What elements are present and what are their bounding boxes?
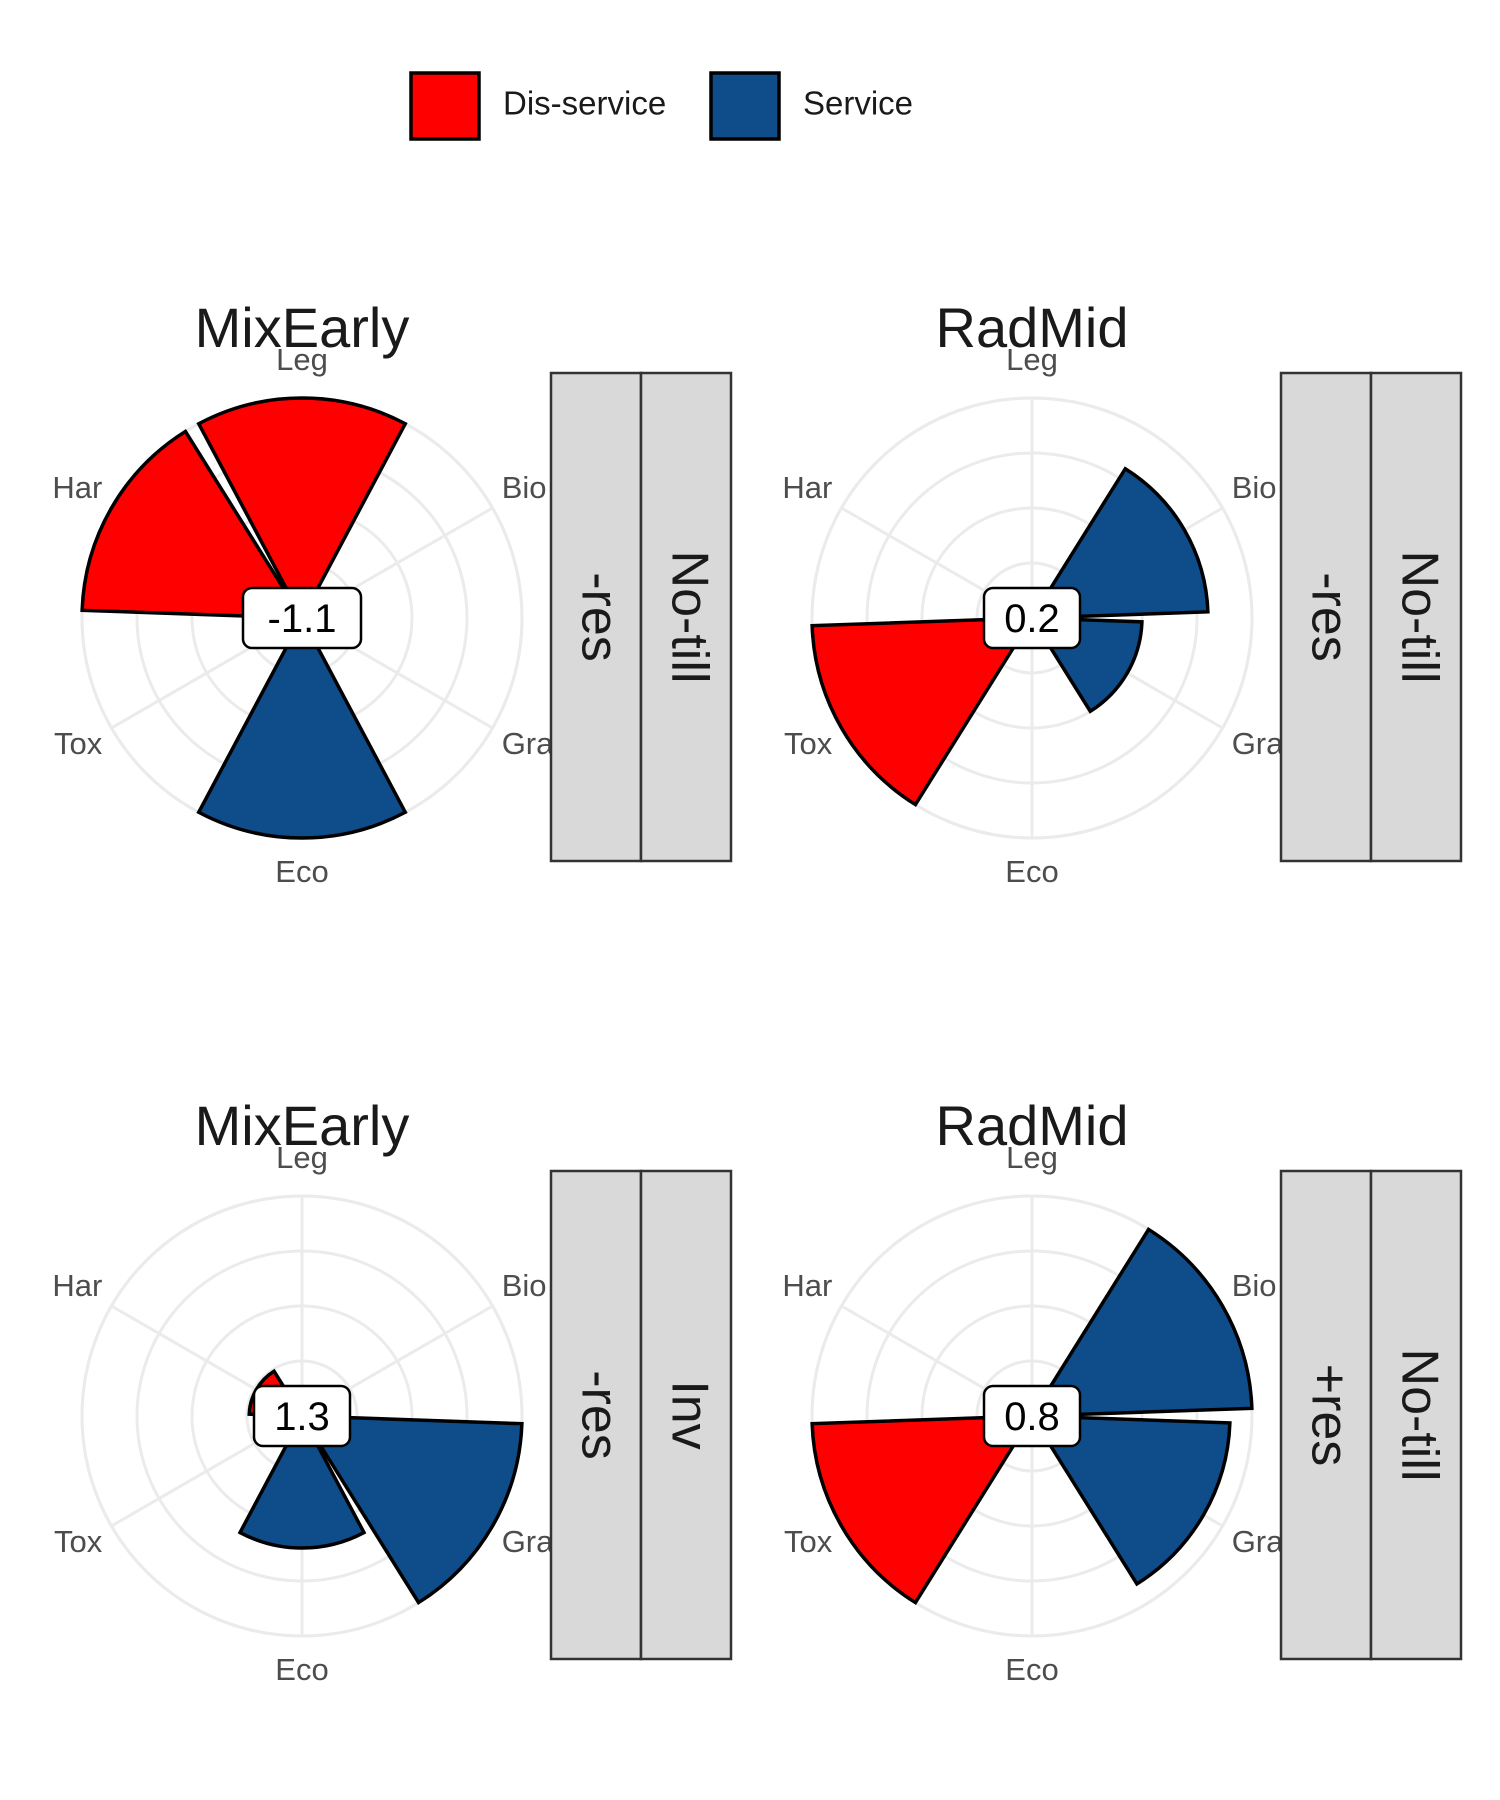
wedge-tox: [810, 616, 1036, 807]
facet-strip-label: No-till: [1390, 551, 1448, 684]
facet-strip: [639, 1169, 733, 1661]
panel-title: MixEarly: [195, 1094, 410, 1157]
axis-label-bio: Bio: [502, 470, 547, 505]
panel-title: MixEarly: [195, 296, 410, 359]
wedge-leg: [196, 396, 408, 622]
facet-strip-label: -res: [570, 572, 628, 662]
axis-label-eco: Eco: [275, 1652, 328, 1687]
axis-label-eco: Eco: [1005, 854, 1058, 889]
center-value-box: [982, 586, 1082, 650]
wedge-eco: [237, 1412, 367, 1550]
wedge-gra: [298, 1414, 524, 1605]
facet-strip: [1279, 371, 1373, 863]
facet-strip: [639, 371, 733, 863]
axis-label-bio: Bio: [502, 1268, 547, 1303]
legend-swatch-dis-service: [409, 71, 481, 141]
axis-label-har: Har: [52, 470, 102, 505]
axis-label-bio: Bio: [1232, 470, 1277, 505]
panel-title: RadMid: [936, 296, 1129, 359]
facet-strip: [1369, 1169, 1463, 1661]
axis-label-tox: Tox: [54, 1524, 103, 1559]
center-value-text: -1.1: [268, 597, 337, 641]
facet-strip: [549, 1169, 643, 1661]
panel-3: MixEarly Bio Gra Eco Tox Har Leg 1.3 -res Inv: [52, 1094, 733, 1687]
legend-swatch-service: [709, 71, 781, 141]
axis-label-gra: Gra: [1232, 726, 1284, 761]
center-value-box: [982, 1384, 1082, 1448]
center-value-text: 0.8: [1004, 1395, 1060, 1439]
center-value-label: -1.1: [241, 586, 363, 650]
facet-strip-label: Inv: [660, 1380, 718, 1449]
axis-label-gra: Gra: [502, 1524, 554, 1559]
axis-label-tox: Tox: [54, 726, 103, 761]
axis-label-eco: Eco: [275, 854, 328, 889]
panel-title: RadMid: [936, 1094, 1129, 1157]
wedge-tox: [810, 1414, 1036, 1605]
legend-label-service: Service: [803, 85, 913, 122]
center-value-label: 1.3: [252, 1384, 352, 1448]
facet-strip-label: No-till: [1390, 1349, 1448, 1482]
wedge-bio: [1028, 466, 1210, 620]
center-value-box: [252, 1384, 352, 1448]
axis-label-leg: Leg: [276, 1140, 328, 1175]
axis-label-tox: Tox: [784, 1524, 833, 1559]
panel-1: MixEarly Bio Gra Eco Tox Har Leg -1.1 -res No-til…: [52, 296, 733, 889]
center-value-text: 0.2: [1004, 597, 1060, 641]
axis-label-har: Har: [782, 470, 832, 505]
axis-label-leg: Leg: [276, 342, 328, 377]
wedge-eco: [196, 614, 408, 840]
center-value-box: [241, 586, 363, 650]
wedge-gra: [1028, 1414, 1232, 1587]
wedge-har: [80, 429, 306, 620]
legend: Dis-service Service: [409, 71, 913, 141]
axis-label-leg: Leg: [1006, 1140, 1058, 1175]
center-value-text: 1.3: [274, 1395, 330, 1439]
panel-4: RadMid Bio Gra Eco Tox Har Leg 0.8 +res No-till: [782, 1094, 1463, 1687]
facet-panels: MixEarly Bio Gra Eco Tox Har Leg -1.1 -res No-til…: [52, 296, 1463, 1687]
axis-label-har: Har: [782, 1268, 832, 1303]
facet-strip-label: -res: [1300, 572, 1358, 662]
axis-label-gra: Gra: [1232, 1524, 1284, 1559]
axis-label-gra: Gra: [502, 726, 554, 761]
axis-label-eco: Eco: [1005, 1652, 1058, 1687]
facet-strip: [1369, 371, 1463, 863]
center-value-label: 0.8: [982, 1384, 1082, 1448]
panel-2: RadMid Bio Gra Eco Tox Har Leg 0.2 -res No-till: [782, 296, 1463, 889]
axis-label-bio: Bio: [1232, 1268, 1277, 1303]
facet-strip-label: +res: [1300, 1364, 1358, 1467]
axis-label-tox: Tox: [784, 726, 833, 761]
axis-label-leg: Leg: [1006, 342, 1058, 377]
axis-label-har: Har: [52, 1268, 102, 1303]
facet-strip-label: No-till: [660, 551, 718, 684]
wedge-bio: [1028, 1227, 1254, 1418]
facet-strip-label: -res: [570, 1370, 628, 1460]
legend-label-dis-service: Dis-service: [503, 85, 666, 122]
center-value-label: 0.2: [982, 586, 1082, 650]
